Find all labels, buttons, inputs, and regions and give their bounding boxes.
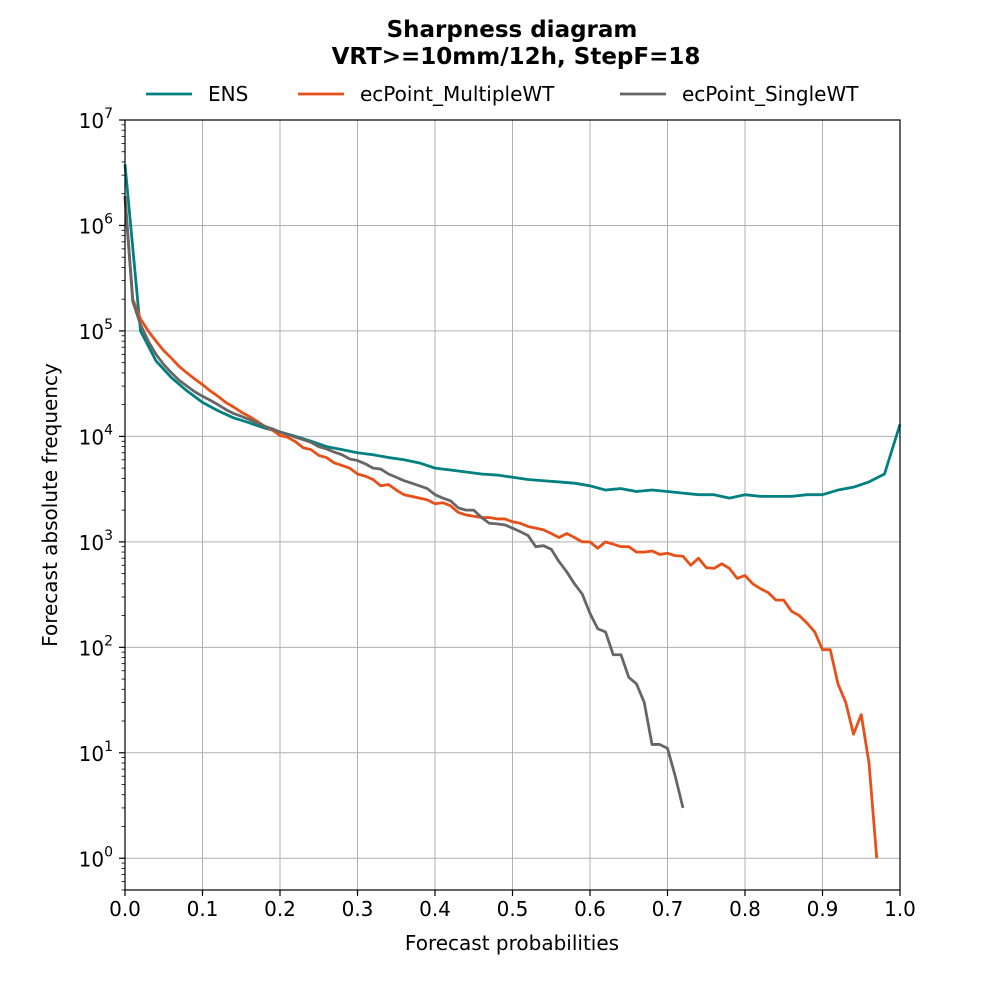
legend-label: ENS xyxy=(208,82,248,106)
series-line-ecpoint-singlewt xyxy=(123,195,685,809)
y-tick-base: 10 xyxy=(79,214,104,238)
series-line-ecpoint-multiplewt xyxy=(123,198,879,859)
x-tick-label: 0.5 xyxy=(497,897,529,921)
x-tick-label: 0.3 xyxy=(342,897,374,921)
y-tick-label: 106 xyxy=(79,211,113,238)
y-tick-base: 10 xyxy=(79,320,104,344)
legend-label: ecPoint_SingleWT xyxy=(682,82,859,106)
x-tick-label: 0.1 xyxy=(187,897,219,921)
y-tick-exponent: 2 xyxy=(104,633,113,649)
y-tick-label: 107 xyxy=(79,106,113,133)
y-tick-base: 10 xyxy=(79,109,104,133)
y-tick-label: 105 xyxy=(79,317,113,344)
y-tick-exponent: 7 xyxy=(104,106,113,122)
y-tick-label: 100 xyxy=(79,844,113,871)
y-tick-exponent: 3 xyxy=(104,528,113,544)
y-tick-base: 10 xyxy=(79,742,104,766)
x-tick-label: 0.9 xyxy=(807,897,839,921)
y-tick-exponent: 5 xyxy=(104,317,113,333)
y-tick-base: 10 xyxy=(79,425,104,449)
x-tick-label: 1.0 xyxy=(884,897,916,921)
y-tick-exponent: 1 xyxy=(104,739,113,755)
y-tick-exponent: 4 xyxy=(104,422,113,438)
y-tick-label: 101 xyxy=(79,739,113,766)
x-tick-label: 0.7 xyxy=(652,897,684,921)
y-tick-exponent: 6 xyxy=(104,211,113,227)
legend-label: ecPoint_MultipleWT xyxy=(360,82,555,106)
x-tick-label: 0.6 xyxy=(574,897,606,921)
series-lines xyxy=(123,164,902,859)
chart-title: Sharpness diagram xyxy=(387,17,638,43)
legend: ENS ecPoint_MultipleWT ecPoint_SingleWT xyxy=(146,82,859,106)
y-tick-base: 10 xyxy=(79,531,104,555)
y-tick-base: 10 xyxy=(79,636,104,660)
x-tick-label: 0.8 xyxy=(729,897,761,921)
x-axis-ticks: 0.0 0.1 0.2 0.3 0.4 0.5 0.6 0.7 0.8 0.9 1.0 xyxy=(109,890,916,921)
y-tick-label: 104 xyxy=(79,422,113,449)
x-tick-label: 0.2 xyxy=(264,897,296,921)
x-axis-label: Forecast probabilities xyxy=(405,931,619,955)
chart-subtitle: VRT>=10mm/12h, StepF=18 xyxy=(332,44,701,70)
y-tick-label: 103 xyxy=(79,528,113,555)
x-tick-label: 0.4 xyxy=(419,897,451,921)
y-axis-label: Forecast absolute frequency xyxy=(38,363,62,647)
y-tick-label: 102 xyxy=(79,633,113,660)
y-tick-base: 10 xyxy=(79,847,104,871)
x-tick-label: 0.0 xyxy=(109,897,141,921)
y-tick-exponent: 0 xyxy=(104,844,113,860)
series-line-ens xyxy=(123,164,902,500)
